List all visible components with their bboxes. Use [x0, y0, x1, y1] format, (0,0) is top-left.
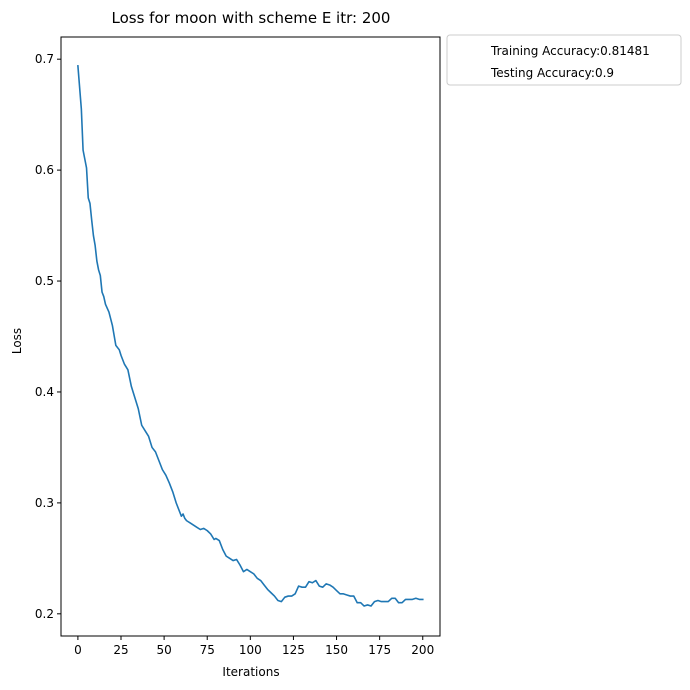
plot-frame [60, 36, 441, 637]
x-tick-label: 25 [113, 643, 128, 657]
x-tick-label: 175 [368, 643, 391, 657]
chart-title: Loss for moon with scheme E itr: 200 [112, 9, 391, 27]
loss-series-line [77, 64, 424, 607]
x-tick-label: 150 [325, 643, 348, 657]
y-tick-label: 0.2 [35, 607, 54, 621]
y-tick-label: 0.4 [35, 385, 54, 399]
legend: Training Accuracy:0.81481 Testing Accura… [446, 34, 682, 86]
legend-box [446, 34, 682, 86]
x-axis-label: Iterations [222, 665, 279, 679]
y-tick-label: 0.5 [35, 274, 54, 288]
y-tick-label: 0.7 [35, 52, 54, 66]
plot-area: 0 25 50 75 100 125 150 175 200 0.2 0.3 0.4 0.5 0.6 0.7 [35, 36, 441, 657]
x-tick-label: 100 [239, 643, 262, 657]
x-tick-label: 200 [411, 643, 434, 657]
x-tick-label: 50 [156, 643, 171, 657]
y-axis-label: Loss [10, 328, 24, 354]
y-tick-label: 0.6 [35, 163, 54, 177]
x-tick-label: 75 [200, 643, 215, 657]
x-tick-label: 125 [282, 643, 305, 657]
y-tick-label: 0.3 [35, 496, 54, 510]
legend-entry-testing-accuracy: Testing Accuracy:0.9 [490, 66, 614, 80]
x-tick-label: 0 [74, 643, 82, 657]
legend-entry-training-accuracy: Training Accuracy:0.81481 [490, 44, 650, 58]
